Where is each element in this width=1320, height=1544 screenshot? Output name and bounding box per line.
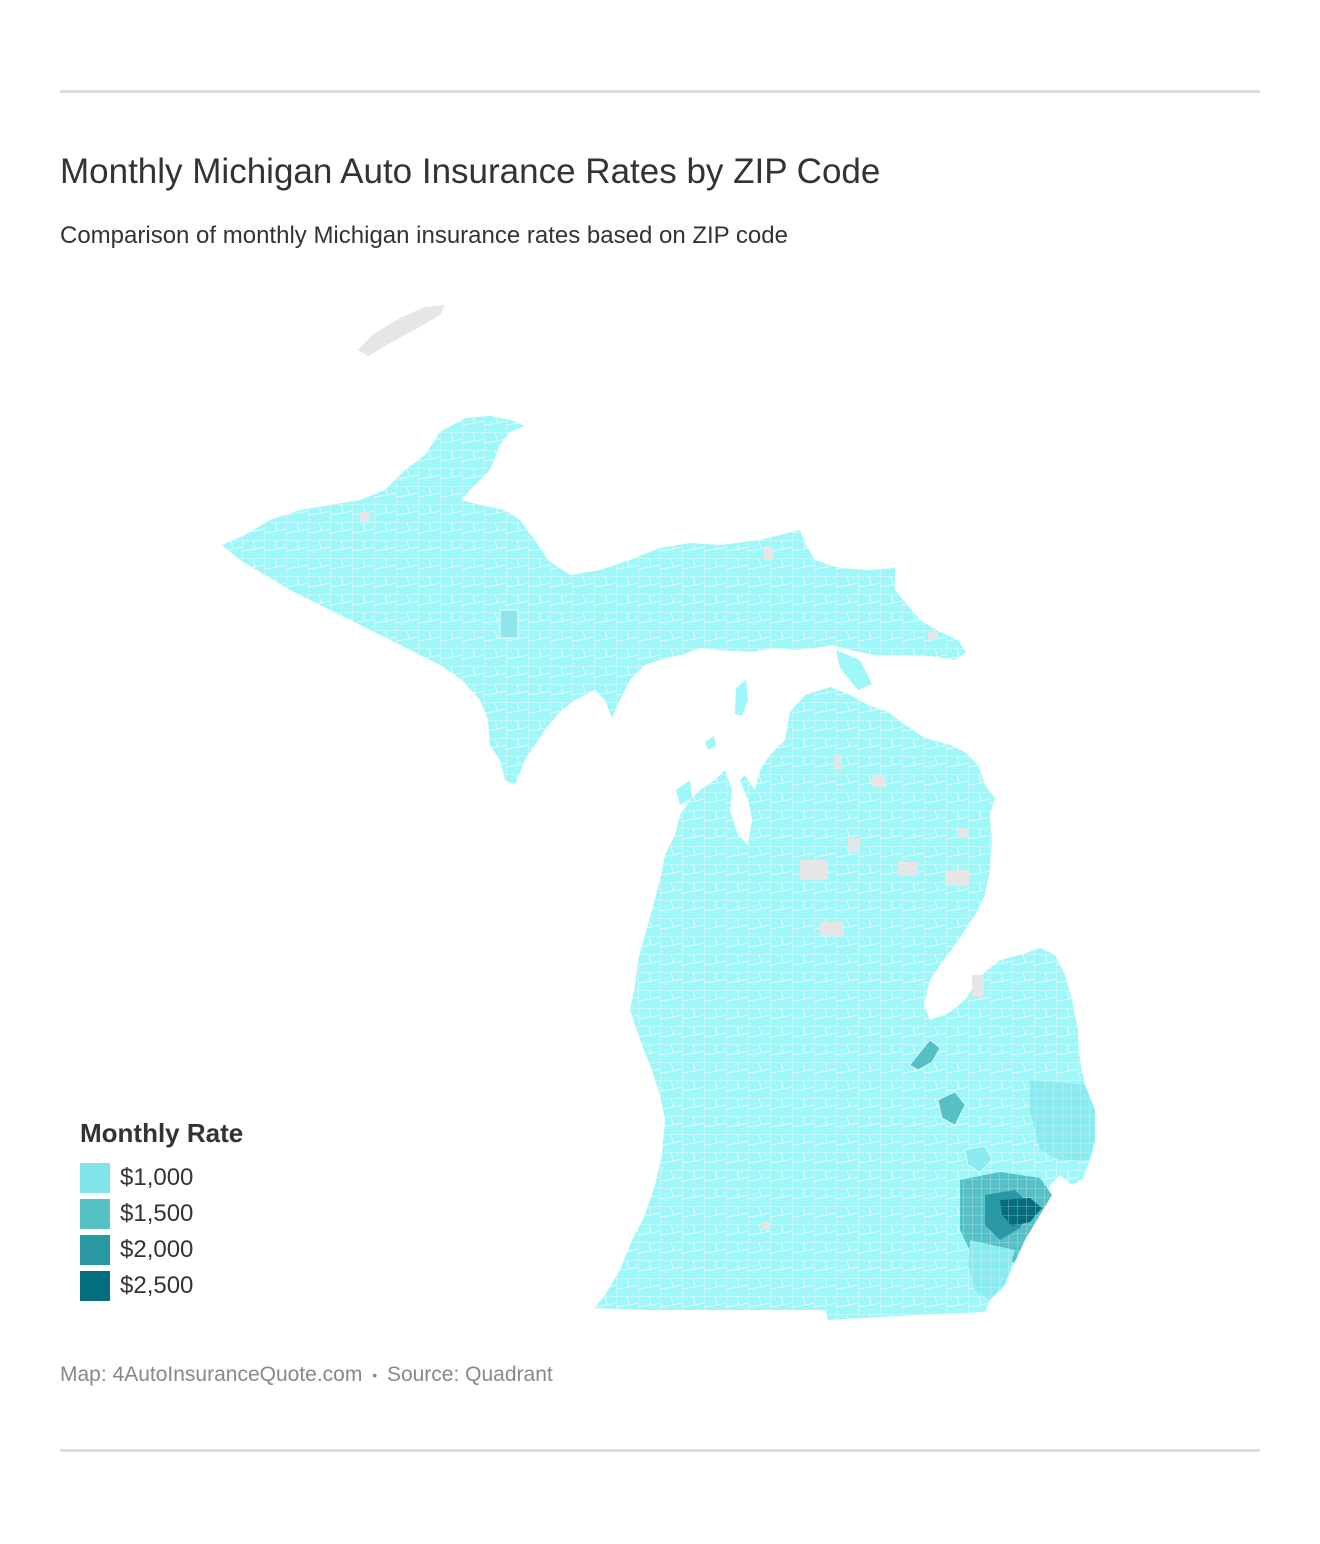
- legend-item-2500: $2,500: [80, 1271, 243, 1301]
- bottom-divider: [60, 1449, 1260, 1452]
- legend-swatch: [80, 1199, 110, 1229]
- legend-item-2000: $2,000: [80, 1235, 243, 1265]
- michigan-zip-map[interactable]: [0, 290, 1320, 1350]
- top-divider: [60, 90, 1260, 93]
- legend-label: $2,000: [120, 1236, 194, 1263]
- legend-label: $1,500: [120, 1200, 194, 1227]
- map-legend: Monthly Rate $1,000 $1,500 $2,000 $2,500: [80, 1118, 243, 1307]
- legend-label: $2,500: [120, 1272, 194, 1299]
- legend-swatch: [80, 1163, 110, 1193]
- bay-city-zips: [909, 1039, 941, 1071]
- footer-credits: Map: 4AutoInsuranceQuote.com • Source: Q…: [60, 1363, 553, 1387]
- page-title: Monthly Michigan Auto Insurance Rates by…: [60, 152, 881, 191]
- source-credit: Source: Quadrant: [386, 1363, 553, 1386]
- legend-item-1000: $1,000: [80, 1163, 243, 1193]
- saginaw-zips: [937, 1091, 966, 1126]
- page-subtitle: Comparison of monthly Michigan insurance…: [60, 222, 788, 249]
- legend-swatch: [80, 1235, 110, 1265]
- drummond-island: [836, 650, 872, 690]
- flint-zips: [964, 1145, 993, 1173]
- isle-royale: [358, 305, 445, 356]
- credit-separator: •: [372, 1367, 378, 1384]
- legend-title: Monthly Rate: [80, 1118, 244, 1148]
- lower-peninsula-region: [594, 687, 1095, 1320]
- beaver-island: [735, 680, 748, 716]
- legend-item-1500: $1,500: [80, 1199, 243, 1229]
- upper-peninsula-region: [222, 416, 966, 785]
- map-credit: Map: 4AutoInsuranceQuote.com: [60, 1363, 363, 1386]
- legend-swatch: [80, 1271, 110, 1301]
- legend-label: $1,000: [120, 1164, 194, 1191]
